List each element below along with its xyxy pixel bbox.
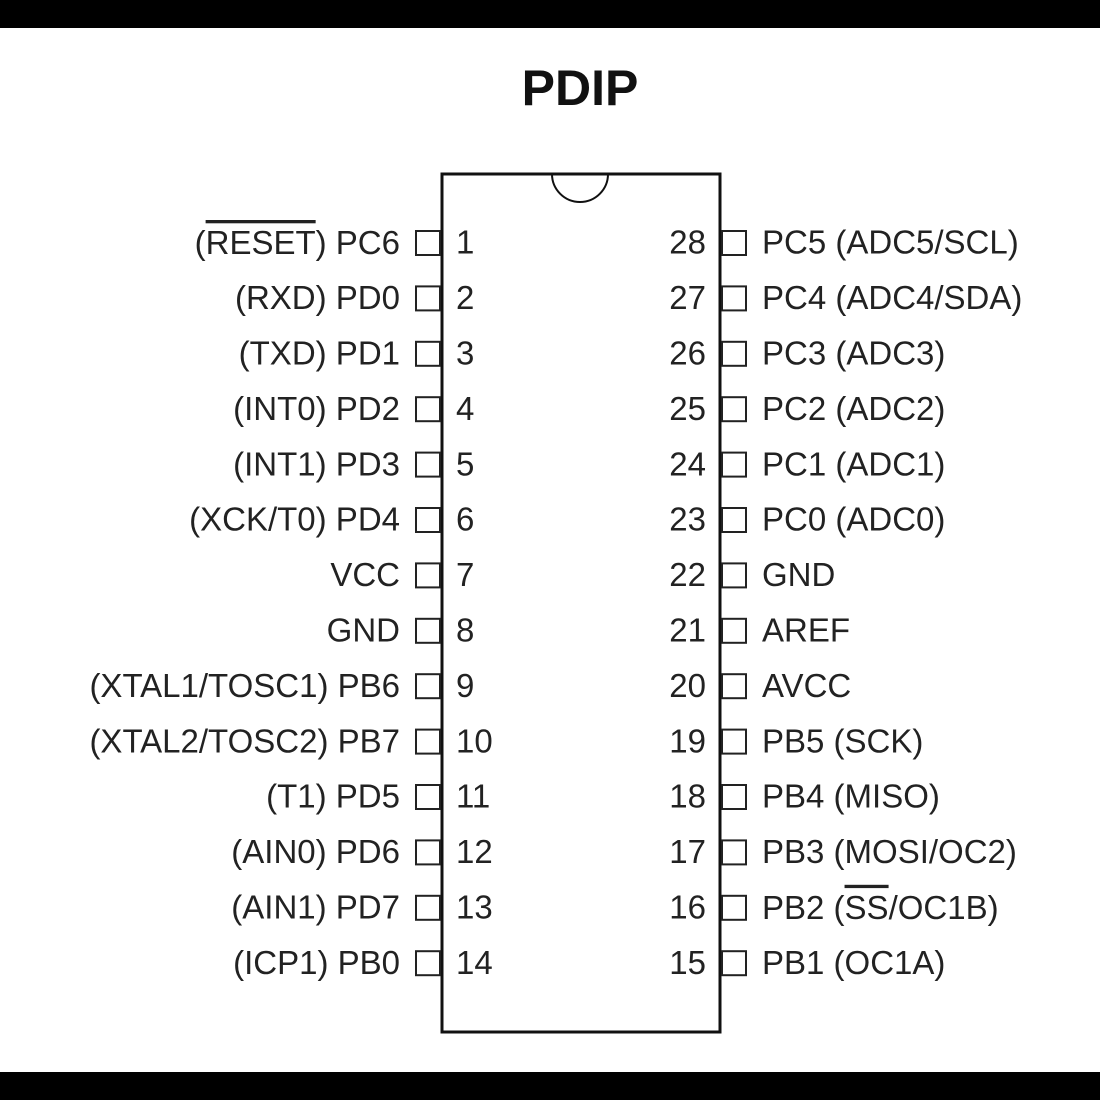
pin-label: PC1 (ADC1) bbox=[762, 445, 945, 482]
pin-label: VCC bbox=[330, 556, 400, 593]
pin-label: (TXD) PD1 bbox=[239, 335, 400, 372]
pin-number: 6 bbox=[456, 501, 474, 538]
pin-label: (INT0) PD2 bbox=[233, 390, 400, 427]
pin-number: 20 bbox=[669, 667, 706, 704]
pin bbox=[415, 285, 441, 312]
pin-number: 2 bbox=[456, 279, 474, 316]
pin bbox=[721, 728, 747, 755]
pin bbox=[415, 784, 441, 810]
pin-label: (XTAL1/TOSC1) PB6 bbox=[89, 667, 400, 704]
pin-label: (RXD) PD0 bbox=[235, 279, 400, 316]
pin-number: 8 bbox=[456, 612, 474, 649]
pin-number: 18 bbox=[669, 778, 706, 815]
pin-number: 15 bbox=[669, 944, 706, 981]
pin bbox=[721, 950, 747, 977]
pin bbox=[415, 673, 441, 700]
pin bbox=[415, 728, 441, 755]
pin-label: PC4 (ADC4/SDA) bbox=[762, 279, 1022, 316]
top-bar bbox=[0, 0, 1100, 28]
pin-number: 9 bbox=[456, 667, 474, 704]
pin bbox=[721, 340, 747, 367]
pin-number: 24 bbox=[669, 445, 706, 482]
pin bbox=[415, 950, 441, 977]
pin-label: (RESET) PC6 bbox=[195, 224, 400, 261]
title: PDIP bbox=[522, 60, 639, 116]
pin bbox=[721, 784, 747, 810]
pin-number: 12 bbox=[456, 833, 493, 870]
pin-label-part: RESET bbox=[206, 224, 316, 261]
pin-label: PB2 (SS/OC1B) bbox=[762, 889, 999, 926]
pin bbox=[415, 839, 441, 866]
pin-number: 5 bbox=[456, 445, 474, 482]
pin bbox=[415, 396, 441, 423]
pin-number: 4 bbox=[456, 390, 474, 427]
pin bbox=[721, 673, 747, 700]
pin-number: 3 bbox=[456, 335, 474, 372]
pin-label-part: PB2 ( bbox=[762, 889, 845, 926]
pin-label: PB5 (SCK) bbox=[762, 722, 923, 759]
pin bbox=[415, 340, 441, 367]
pin bbox=[415, 562, 441, 589]
pin bbox=[721, 451, 747, 478]
pin-label: (ICP1) PB0 bbox=[233, 944, 400, 981]
pin-label: PC3 (ADC3) bbox=[762, 335, 945, 372]
pin-label: (XTAL2/TOSC2) PB7 bbox=[89, 722, 400, 759]
pin-number: 26 bbox=[669, 335, 706, 372]
pin bbox=[721, 230, 747, 256]
pin-number: 10 bbox=[456, 722, 493, 759]
pin bbox=[415, 894, 441, 921]
pin-number: 27 bbox=[669, 279, 706, 316]
pin-number: 7 bbox=[456, 556, 474, 593]
pin-number: 1 bbox=[456, 224, 474, 261]
pin-label: PB3 (MOSI/OC2) bbox=[762, 833, 1017, 870]
pin-label: (AIN1) PD7 bbox=[231, 889, 400, 926]
pin-label: (T1) PD5 bbox=[266, 778, 400, 815]
pin-number: 19 bbox=[669, 722, 706, 759]
pin-label: AVCC bbox=[762, 667, 851, 704]
pin-label: PC5 (ADC5/SCL) bbox=[762, 224, 1019, 261]
chip-body bbox=[440, 172, 722, 1034]
pin-number: 17 bbox=[669, 833, 706, 870]
pin bbox=[415, 230, 441, 256]
pin-number: 16 bbox=[669, 889, 706, 926]
pin bbox=[415, 507, 441, 533]
pin bbox=[415, 451, 441, 478]
pin-label: GND bbox=[762, 556, 835, 593]
pin-label: GND bbox=[327, 612, 400, 649]
pin-label: PC0 (ADC0) bbox=[762, 501, 945, 538]
pin bbox=[415, 617, 441, 644]
pin-label: (XCK/T0) PD4 bbox=[189, 501, 400, 538]
pin-label-part: /OC1B) bbox=[889, 889, 999, 926]
pin-number: 25 bbox=[669, 390, 706, 427]
pin bbox=[721, 396, 747, 423]
pin-label-part: SS bbox=[845, 889, 889, 926]
pin-number: 14 bbox=[456, 944, 493, 981]
pin-number: 13 bbox=[456, 889, 493, 926]
pin-number: 11 bbox=[456, 778, 490, 815]
chip-notch bbox=[551, 173, 609, 203]
bottom-bar bbox=[0, 1072, 1100, 1100]
pin-number: 23 bbox=[669, 501, 706, 538]
pin bbox=[721, 894, 747, 921]
pin bbox=[721, 839, 747, 866]
pin-label: PC2 (ADC2) bbox=[762, 390, 945, 427]
pin-label: PB1 (OC1A) bbox=[762, 944, 945, 981]
pin-number: 21 bbox=[669, 612, 706, 649]
pin-label: PB4 (MISO) bbox=[762, 778, 940, 815]
pin bbox=[721, 562, 747, 589]
pin-number: 28 bbox=[669, 224, 706, 261]
pin-label: (INT1) PD3 bbox=[233, 445, 400, 482]
pin bbox=[721, 285, 747, 312]
pin-label: AREF bbox=[762, 612, 850, 649]
pin bbox=[721, 507, 747, 533]
pin-label-part: ( bbox=[195, 224, 206, 261]
pin-label: (AIN0) PD6 bbox=[231, 833, 400, 870]
pin-number: 22 bbox=[669, 556, 706, 593]
pin-label-part: ) PC6 bbox=[316, 224, 400, 261]
pin bbox=[721, 617, 747, 644]
